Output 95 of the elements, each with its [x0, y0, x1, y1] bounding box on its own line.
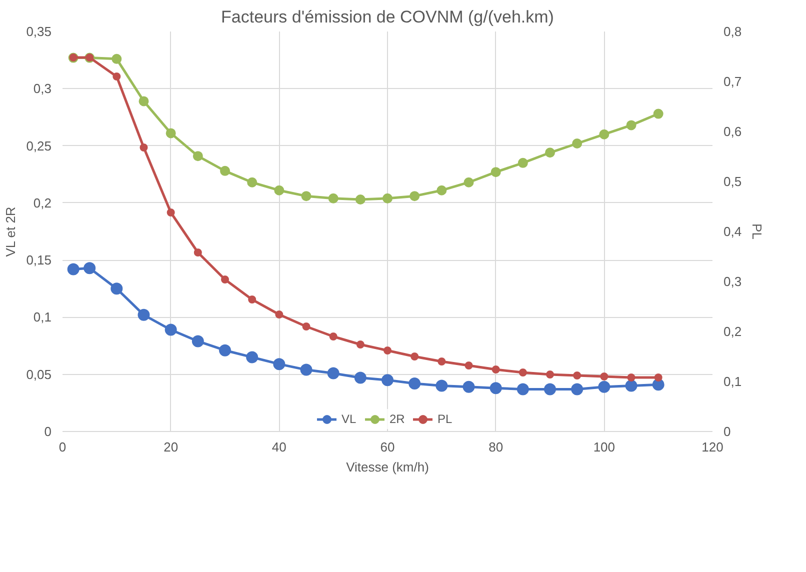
point — [327, 367, 340, 380]
point — [275, 310, 284, 318]
point — [356, 340, 364, 348]
point — [382, 374, 394, 386]
point — [112, 72, 121, 80]
point — [573, 372, 582, 380]
point — [598, 380, 610, 393]
point — [328, 193, 338, 204]
point — [410, 352, 419, 360]
y-tick-label: 0 — [44, 424, 52, 439]
point — [84, 262, 96, 274]
point — [464, 177, 474, 188]
y-tick-label: 0,35 — [26, 24, 52, 39]
point — [329, 332, 338, 340]
y2-tick-label: 0,7 — [724, 74, 742, 89]
legend-label: 2R — [390, 412, 406, 426]
point — [247, 177, 258, 188]
point — [110, 282, 123, 295]
point — [140, 144, 148, 152]
point — [436, 380, 448, 392]
y-tick-label: 0,05 — [26, 366, 52, 382]
point — [302, 322, 310, 330]
y2-tick-label: 0,5 — [724, 174, 742, 189]
legend-label: PL — [438, 412, 454, 426]
y-tick-label: 0,2 — [33, 195, 52, 210]
point — [67, 263, 80, 276]
point — [436, 185, 447, 196]
y2-tick-label: 0,2 — [724, 324, 742, 339]
point — [138, 96, 149, 106]
point — [138, 308, 150, 321]
x-tick-label: 40 — [272, 440, 286, 454]
y2-tick-label: 0,4 — [724, 224, 742, 239]
point — [625, 380, 638, 392]
chart-title: Facteurs d'émission de COVNM (g/(veh.km) — [221, 8, 554, 26]
point — [464, 362, 473, 370]
point — [248, 296, 256, 304]
x-tick-label: 60 — [380, 440, 395, 454]
point — [600, 372, 608, 380]
point — [544, 383, 556, 396]
y2-tick-label: 0,3 — [724, 274, 742, 289]
point — [571, 383, 584, 396]
point — [516, 383, 529, 396]
y2-tick-label: 0,8 — [724, 24, 742, 39]
y-tick-label: 0,25 — [26, 138, 52, 154]
point — [382, 193, 392, 204]
point — [166, 208, 175, 216]
point — [410, 191, 420, 202]
point — [301, 191, 312, 202]
y-axis-title: VL et 2R — [3, 206, 18, 257]
point — [572, 138, 582, 148]
point — [192, 151, 203, 162]
point — [627, 374, 636, 382]
point — [408, 378, 421, 390]
point — [355, 194, 366, 204]
point — [653, 108, 664, 119]
point — [654, 374, 662, 382]
y-tick-label: 0,3 — [33, 81, 52, 96]
point — [462, 380, 475, 393]
point — [192, 335, 204, 348]
legend-label: VL — [342, 412, 358, 426]
point — [246, 351, 258, 364]
point — [274, 185, 284, 196]
point — [354, 372, 366, 384]
point — [546, 370, 554, 378]
point — [221, 276, 229, 284]
point — [220, 166, 230, 176]
point — [384, 346, 392, 354]
point — [626, 120, 636, 130]
point — [164, 324, 177, 336]
y2-tick-label: 0,1 — [724, 374, 742, 389]
point — [300, 364, 312, 376]
y2-tick-label: 0,6 — [724, 124, 742, 139]
y-tick-label: 0,15 — [26, 252, 52, 268]
point — [194, 248, 202, 256]
x-tick-label: 120 — [702, 440, 724, 454]
point — [490, 382, 502, 394]
x-tick-label: 0 — [58, 440, 66, 454]
point — [112, 54, 122, 64]
point — [599, 129, 610, 140]
point — [490, 167, 501, 178]
point — [166, 128, 176, 138]
point — [219, 344, 231, 356]
x-tick-label: 80 — [488, 440, 504, 454]
y2-tick-label: 0 — [724, 424, 731, 439]
point — [518, 368, 527, 376]
x-tick-label: 100 — [593, 440, 616, 454]
point — [518, 158, 528, 168]
y2-axis-title: PL — [750, 224, 765, 240]
x-tick-label: 20 — [164, 440, 178, 454]
x-axis-title: Vitesse (km/h) — [346, 460, 429, 474]
point — [273, 358, 286, 370]
point — [545, 148, 555, 158]
point — [492, 366, 500, 374]
point — [438, 358, 446, 366]
y-tick-label: 0,1 — [33, 310, 52, 325]
